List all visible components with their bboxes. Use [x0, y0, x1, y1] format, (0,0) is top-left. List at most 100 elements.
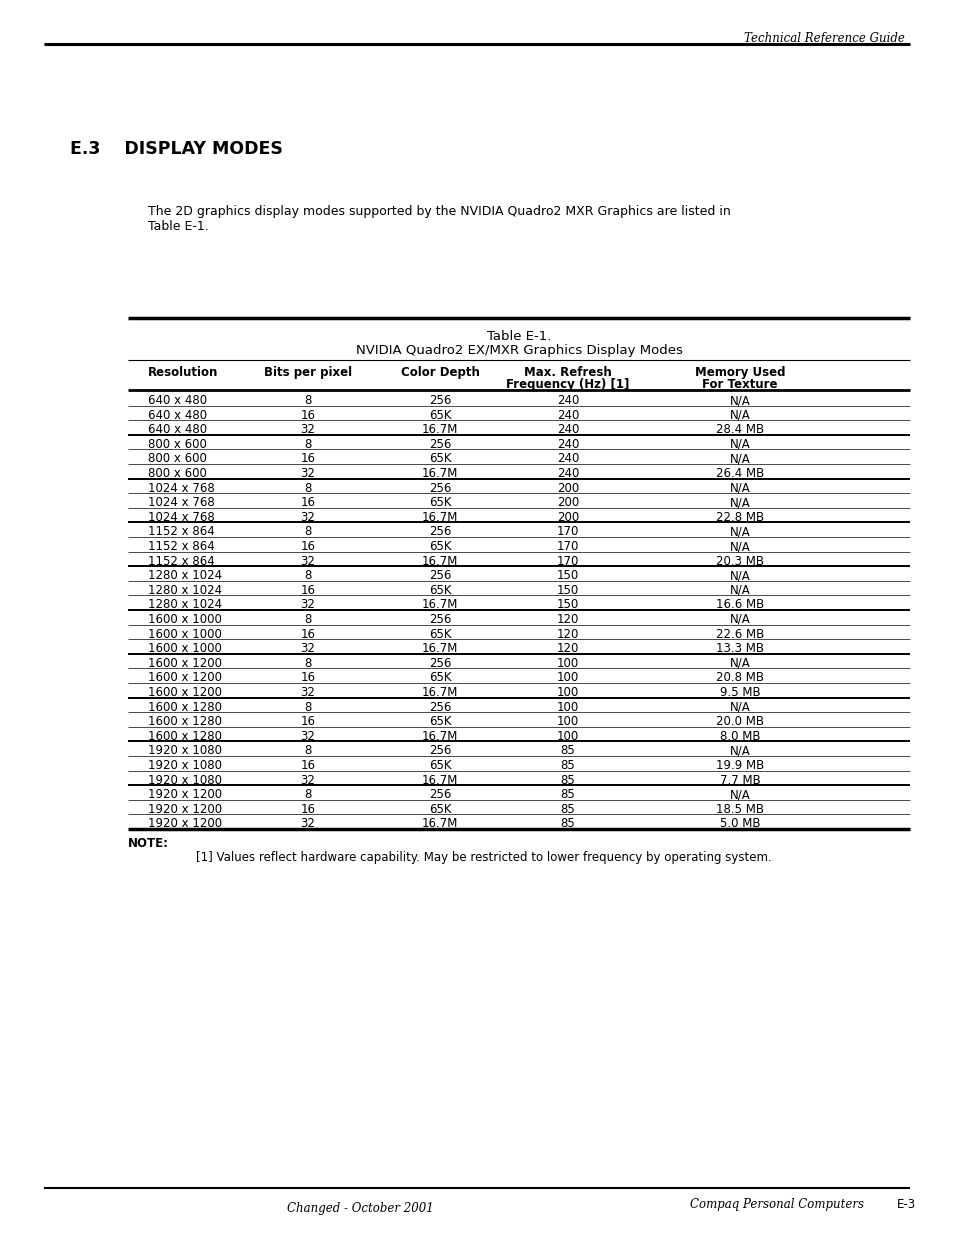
Text: 8: 8 — [304, 437, 312, 451]
Text: 120: 120 — [557, 613, 578, 626]
Text: 1152 x 864: 1152 x 864 — [148, 540, 214, 553]
Text: N/A: N/A — [729, 657, 750, 669]
Text: Frequency (Hz) [1]: Frequency (Hz) [1] — [506, 378, 629, 391]
Text: N/A: N/A — [729, 613, 750, 626]
Text: N/A: N/A — [729, 540, 750, 553]
Text: N/A: N/A — [729, 394, 750, 408]
Text: 1600 x 1000: 1600 x 1000 — [148, 613, 222, 626]
Text: 8: 8 — [304, 700, 312, 714]
Text: 256: 256 — [428, 569, 451, 582]
Text: 1600 x 1000: 1600 x 1000 — [148, 642, 222, 656]
Text: The 2D graphics display modes supported by the NVIDIA Quadro2 MXR Graphics are l: The 2D graphics display modes supported … — [148, 205, 730, 219]
Text: Max. Refresh: Max. Refresh — [523, 366, 611, 379]
Text: E-3: E-3 — [896, 1198, 915, 1212]
Text: 32: 32 — [300, 730, 315, 742]
Text: 170: 170 — [557, 525, 578, 538]
Text: 640 x 480: 640 x 480 — [148, 409, 207, 421]
Text: 16.7M: 16.7M — [421, 424, 457, 436]
Text: 100: 100 — [557, 685, 578, 699]
Text: 640 x 480: 640 x 480 — [148, 424, 207, 436]
Text: 19.9 MB: 19.9 MB — [715, 760, 763, 772]
Text: N/A: N/A — [729, 437, 750, 451]
Text: 22.6 MB: 22.6 MB — [715, 627, 763, 641]
Text: 256: 256 — [428, 482, 451, 494]
Text: 256: 256 — [428, 394, 451, 408]
Text: 1280 x 1024: 1280 x 1024 — [148, 584, 222, 597]
Text: 1600 x 1200: 1600 x 1200 — [148, 657, 222, 669]
Text: 8: 8 — [304, 482, 312, 494]
Text: N/A: N/A — [729, 482, 750, 494]
Text: 65K: 65K — [428, 584, 451, 597]
Text: 16.7M: 16.7M — [421, 730, 457, 742]
Text: 256: 256 — [428, 613, 451, 626]
Text: 16: 16 — [300, 452, 315, 466]
Text: 1600 x 1280: 1600 x 1280 — [148, 715, 222, 729]
Text: 16.7M: 16.7M — [421, 555, 457, 568]
Text: Technical Reference Guide: Technical Reference Guide — [743, 32, 904, 44]
Text: 16: 16 — [300, 496, 315, 509]
Text: 1920 x 1080: 1920 x 1080 — [148, 760, 222, 772]
Text: 1024 x 768: 1024 x 768 — [148, 496, 214, 509]
Text: 1600 x 1200: 1600 x 1200 — [148, 685, 222, 699]
Text: 16: 16 — [300, 803, 315, 816]
Text: Changed - October 2001: Changed - October 2001 — [286, 1202, 433, 1215]
Text: NVIDIA Quadro2 EX/MXR Graphics Display Modes: NVIDIA Quadro2 EX/MXR Graphics Display M… — [355, 345, 681, 357]
Text: 28.4 MB: 28.4 MB — [715, 424, 763, 436]
Text: 1920 x 1200: 1920 x 1200 — [148, 818, 222, 830]
Text: N/A: N/A — [729, 569, 750, 582]
Text: E.3    DISPLAY MODES: E.3 DISPLAY MODES — [70, 140, 283, 158]
Text: 32: 32 — [300, 685, 315, 699]
Text: 16.7M: 16.7M — [421, 467, 457, 480]
Text: 65K: 65K — [428, 627, 451, 641]
Text: 65K: 65K — [428, 496, 451, 509]
Text: NOTE:: NOTE: — [128, 837, 169, 850]
Text: 1280 x 1024: 1280 x 1024 — [148, 569, 222, 582]
Text: 120: 120 — [557, 627, 578, 641]
Text: 16.7M: 16.7M — [421, 685, 457, 699]
Text: 240: 240 — [557, 424, 578, 436]
Text: 256: 256 — [428, 788, 451, 802]
Text: 32: 32 — [300, 599, 315, 611]
Text: 256: 256 — [428, 525, 451, 538]
Text: 8: 8 — [304, 745, 312, 757]
Text: 256: 256 — [428, 657, 451, 669]
Text: 20.3 MB: 20.3 MB — [716, 555, 763, 568]
Text: 16.7M: 16.7M — [421, 511, 457, 524]
Text: 1152 x 864: 1152 x 864 — [148, 525, 214, 538]
Text: 32: 32 — [300, 424, 315, 436]
Text: 1600 x 1000: 1600 x 1000 — [148, 627, 222, 641]
Text: 640 x 480: 640 x 480 — [148, 394, 207, 408]
Text: 85: 85 — [560, 760, 575, 772]
Text: Table E-1.: Table E-1. — [148, 220, 209, 233]
Text: 5.0 MB: 5.0 MB — [719, 818, 760, 830]
Text: N/A: N/A — [729, 496, 750, 509]
Text: 85: 85 — [560, 803, 575, 816]
Text: 85: 85 — [560, 745, 575, 757]
Text: 1024 x 768: 1024 x 768 — [148, 511, 214, 524]
Text: 100: 100 — [557, 672, 578, 684]
Text: 800 x 600: 800 x 600 — [148, 467, 207, 480]
Text: 1600 x 1280: 1600 x 1280 — [148, 700, 222, 714]
Text: 8: 8 — [304, 788, 312, 802]
Text: Bits per pixel: Bits per pixel — [264, 366, 352, 379]
Text: 240: 240 — [557, 394, 578, 408]
Text: N/A: N/A — [729, 525, 750, 538]
Text: 8: 8 — [304, 394, 312, 408]
Text: 240: 240 — [557, 437, 578, 451]
Text: [1] Values reflect hardware capability. May be restricted to lower frequency by : [1] Values reflect hardware capability. … — [195, 851, 771, 864]
Text: 65K: 65K — [428, 540, 451, 553]
Text: 8: 8 — [304, 525, 312, 538]
Text: 100: 100 — [557, 657, 578, 669]
Text: 200: 200 — [557, 482, 578, 494]
Text: Memory Used: Memory Used — [694, 366, 784, 379]
Text: N/A: N/A — [729, 700, 750, 714]
Text: 32: 32 — [300, 642, 315, 656]
Text: 65K: 65K — [428, 452, 451, 466]
Text: N/A: N/A — [729, 788, 750, 802]
Text: 16: 16 — [300, 540, 315, 553]
Text: 1152 x 864: 1152 x 864 — [148, 555, 214, 568]
Text: 65K: 65K — [428, 803, 451, 816]
Text: 20.8 MB: 20.8 MB — [716, 672, 763, 684]
Text: 32: 32 — [300, 773, 315, 787]
Text: 32: 32 — [300, 467, 315, 480]
